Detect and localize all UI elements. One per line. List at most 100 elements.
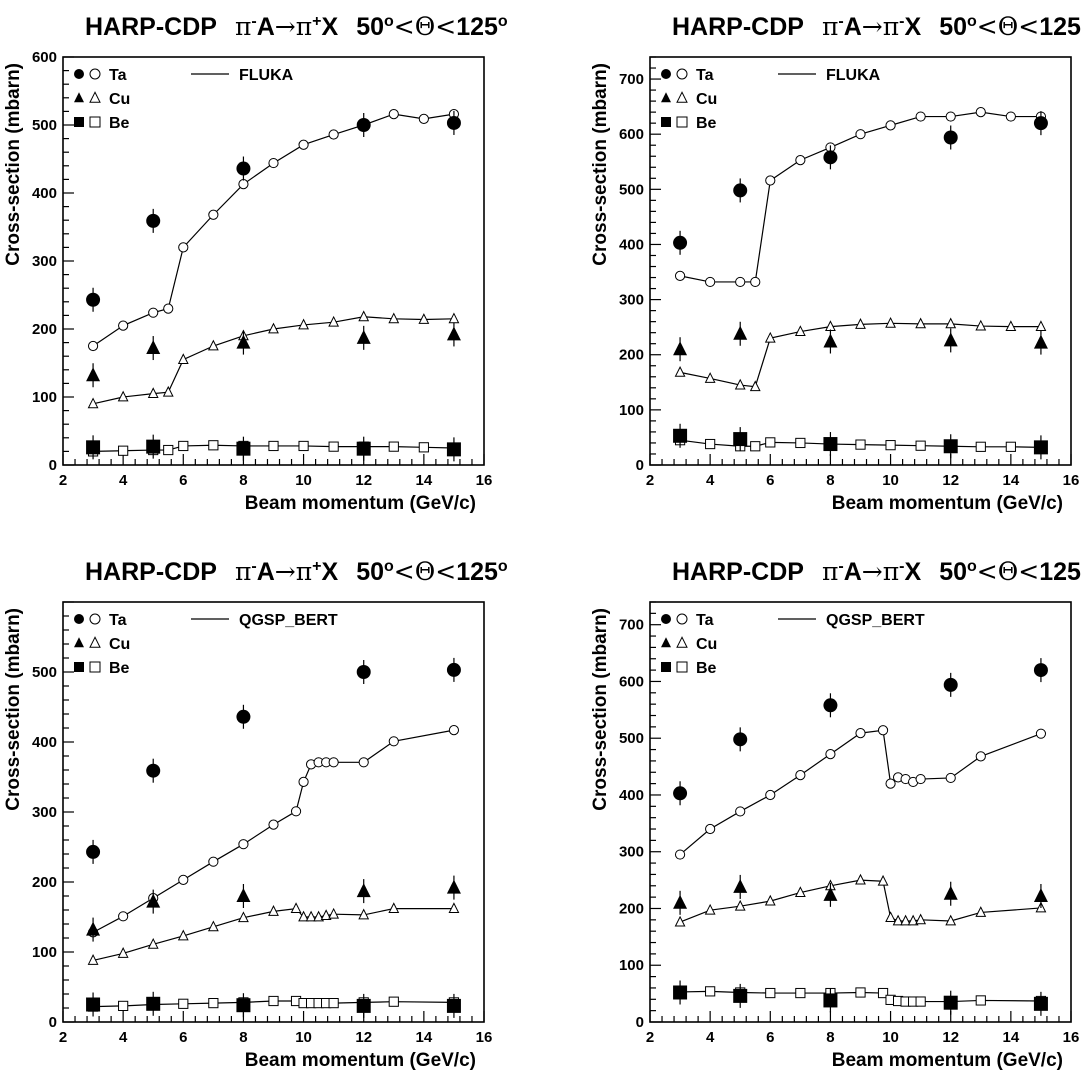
model-point-cu [328, 907, 340, 919]
data-point-cu [673, 894, 688, 909]
model-point-cu [915, 913, 927, 925]
data-point-ta [236, 161, 251, 176]
x-tick-label: 16 [476, 472, 493, 489]
data-point-be [673, 428, 688, 443]
model-point-be [855, 439, 866, 450]
model-point-ta [328, 757, 339, 768]
legend-marker-open [89, 661, 101, 673]
title-beam: π [822, 557, 838, 586]
y-tick-label: 400 [32, 185, 57, 202]
x-tick-label: 4 [119, 1029, 128, 1046]
legend-label-be: Be [109, 660, 130, 677]
data-point-be [146, 996, 161, 1011]
title-angle-unit: o [498, 558, 508, 575]
model-point-ta [885, 778, 896, 789]
chart-title: HARP-CDP π-A→π+X 50o<Θ<125o [85, 557, 508, 586]
model-point-cu [945, 317, 957, 329]
x-tick-label: 10 [882, 472, 899, 489]
y-axis-label: Cross-section (mbarn) [3, 608, 24, 811]
legend-marker-filled [74, 117, 84, 127]
model-point-be [705, 986, 716, 997]
legend-label-ta: Ta [109, 612, 127, 629]
x-tick-label: 14 [416, 1029, 433, 1046]
y-tick-label: 500 [32, 664, 57, 681]
model-point-be [705, 438, 716, 450]
model-point-ta [915, 111, 926, 122]
x-tick-label: 10 [882, 1029, 899, 1046]
model-point-cu [794, 325, 806, 337]
model-point-cu [268, 322, 279, 334]
model-point-cu [855, 873, 866, 885]
x-tick-label: 6 [179, 1029, 187, 1046]
title-angle-low: 50 [939, 13, 967, 41]
y-tick-label: 700 [619, 71, 644, 88]
model-point-ta [238, 179, 249, 190]
legend-label-cu: Cu [109, 91, 130, 108]
model-point-ta [765, 175, 776, 186]
data-point-ta [943, 130, 958, 145]
data-point-cu [943, 885, 958, 900]
model-point-cu [418, 313, 430, 324]
legend-marker-filled [661, 69, 671, 79]
legend-model-label: FLUKA [239, 67, 294, 84]
model-point-ta [885, 120, 896, 131]
model-point-ta [118, 320, 129, 331]
x-tick-label: 8 [239, 1029, 247, 1046]
y-axis-label: Cross-section (mbarn) [590, 63, 611, 266]
legend-label-be: Be [109, 115, 130, 132]
y-tick-label: 200 [619, 347, 644, 364]
x-tick-label: 2 [646, 1029, 654, 1046]
model-point-cu [147, 937, 159, 949]
model-point-ta [268, 819, 279, 830]
model-point-ta [87, 340, 99, 352]
model-point-cu [358, 908, 370, 920]
model-point-ta [290, 806, 302, 817]
model-point-be [388, 996, 399, 1007]
legend-marker-open [676, 91, 688, 103]
title-angle-unit: o [498, 13, 508, 30]
y-tick-label: 100 [619, 402, 644, 419]
model-point-ta [118, 911, 129, 922]
legend-label-be: Be [696, 115, 717, 132]
model-line-cu [92, 907, 454, 961]
model-point-cu [885, 316, 896, 328]
model-point-cu [448, 312, 460, 324]
model-point-cu [238, 911, 249, 923]
y-tick-label: 400 [32, 734, 57, 751]
legend-model-label: QGSP_BERT [826, 612, 925, 629]
x-tick-label: 4 [706, 472, 715, 489]
model-point-cu [907, 914, 919, 926]
y-tick-label: 100 [32, 389, 57, 406]
data-point-cu [146, 340, 161, 355]
data-point-ta [86, 844, 101, 859]
data-point-ta [1033, 663, 1048, 678]
model-point-cu [975, 906, 987, 917]
model-point-ta [163, 303, 174, 314]
data-point-ta [673, 786, 688, 801]
x-tick-label: 12 [942, 1029, 959, 1046]
x-tick-label: 2 [59, 1029, 67, 1046]
model-point-ta [418, 113, 429, 124]
y-tick-label: 600 [619, 673, 644, 690]
x-tick-label: 4 [706, 1029, 715, 1046]
y-tick-label: 0 [49, 1014, 57, 1031]
title-rest: X [905, 558, 922, 586]
title-lt: < [1018, 12, 1039, 41]
title-rest: X [322, 13, 339, 41]
model-point-be [118, 1000, 129, 1011]
model-point-be [208, 440, 219, 451]
data-point-be [236, 441, 251, 456]
legend-marker-open [676, 661, 688, 673]
model-point-cu [448, 902, 460, 914]
model-point-be [268, 440, 279, 452]
x-tick-label: 16 [1063, 1029, 1080, 1046]
data-point-ta [146, 213, 161, 228]
title-theta: Θ [415, 12, 436, 41]
title-target: A [257, 558, 275, 586]
x-tick-label: 14 [416, 472, 433, 489]
y-tick-label: 200 [32, 321, 57, 338]
model-point-cu [298, 910, 309, 922]
model-line-cu [679, 879, 1041, 923]
model-point-cu [290, 902, 302, 914]
